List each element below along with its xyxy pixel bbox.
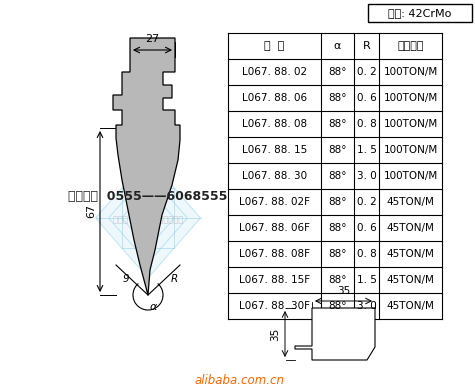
Text: 3. 0: 3. 0 [357, 301, 376, 311]
Text: R: R [171, 274, 178, 284]
Text: 45TON/M: 45TON/M [387, 197, 435, 207]
Bar [368, 4, 472, 22]
Text: α: α [334, 41, 341, 51]
Text: 马鞍山  宝裕冶金机械有限公司: 马鞍山 宝裕冶金机械有限公司 [113, 215, 183, 224]
Text: 0. 6: 0. 6 [357, 93, 376, 103]
Text: 1. 5: 1. 5 [357, 145, 376, 155]
Text: 88°: 88° [328, 197, 347, 207]
Polygon shape [95, 158, 200, 278]
Text: 100TON/M: 100TON/M [383, 93, 437, 103]
Text: 35: 35 [270, 327, 280, 341]
Text: 35: 35 [337, 286, 350, 296]
Text: 45TON/M: 45TON/M [387, 301, 435, 311]
Text: 88°: 88° [328, 275, 347, 285]
Text: 45TON/M: 45TON/M [387, 223, 435, 233]
Text: 9: 9 [123, 274, 129, 284]
Text: 100TON/M: 100TON/M [383, 145, 437, 155]
Text: 0. 8: 0. 8 [357, 249, 376, 259]
Text: L067. 88. 06F: L067. 88. 06F [239, 223, 310, 233]
Text: 0. 2: 0. 2 [357, 67, 376, 77]
Text: 88°: 88° [328, 171, 347, 181]
Text: α: α [149, 302, 157, 312]
Text: L067. 88. 15: L067. 88. 15 [242, 145, 307, 155]
Text: R5: R5 [361, 344, 373, 353]
Text: L067. 88. 02: L067. 88. 02 [242, 67, 307, 77]
Text: 88°: 88° [328, 301, 347, 311]
Polygon shape [295, 308, 375, 360]
Text: L067. 88. 06: L067. 88. 06 [242, 93, 307, 103]
Text: 88°: 88° [328, 145, 347, 155]
Text: 27: 27 [145, 34, 159, 44]
Text: alibaba.com.cn: alibaba.com.cn [195, 375, 285, 387]
Text: L067. 88. 30: L067. 88. 30 [242, 171, 307, 181]
Text: 88°: 88° [328, 93, 347, 103]
Text: 67: 67 [86, 204, 96, 218]
Text: 10: 10 [334, 348, 343, 359]
Text: 88°: 88° [328, 67, 347, 77]
Text: 0. 6: 0. 6 [357, 223, 376, 233]
Text: 材料: 42CrMo: 材料: 42CrMo [389, 8, 452, 18]
Text: 0. 8: 0. 8 [357, 119, 376, 129]
Text: 100TON/M: 100TON/M [383, 67, 437, 77]
Polygon shape [113, 38, 180, 295]
Text: L067. 88. 15F: L067. 88. 15F [239, 275, 310, 285]
Text: 宝裕冶金  0555——6068555: 宝裕冶金 0555——6068555 [68, 190, 228, 203]
Text: 88°: 88° [328, 119, 347, 129]
Text: 88°: 88° [328, 223, 347, 233]
Text: 88°: 88° [328, 249, 347, 259]
Text: 0. 2: 0. 2 [357, 197, 376, 207]
Text: L067. 88. 08: L067. 88. 08 [242, 119, 307, 129]
Text: R: R [362, 41, 370, 51]
Text: 45TON/M: 45TON/M [387, 249, 435, 259]
Text: 100TON/M: 100TON/M [383, 171, 437, 181]
Text: 最大压力: 最大压力 [397, 41, 424, 51]
Text: 3. 0: 3. 0 [357, 171, 376, 181]
Text: L067. 88. 08F: L067. 88. 08F [239, 249, 310, 259]
Text: 45TON/M: 45TON/M [387, 275, 435, 285]
Text: L067. 88. 02F: L067. 88. 02F [239, 197, 310, 207]
Text: 型  号: 型 号 [265, 41, 285, 51]
Text: 100TON/M: 100TON/M [383, 119, 437, 129]
Text: 1. 5: 1. 5 [357, 275, 376, 285]
Text: L067. 88. 30F: L067. 88. 30F [239, 301, 310, 311]
